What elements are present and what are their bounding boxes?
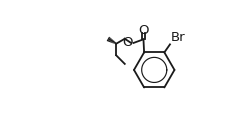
Text: Br: Br [170, 31, 184, 44]
Text: O: O [138, 24, 148, 37]
Text: O: O [121, 36, 132, 49]
